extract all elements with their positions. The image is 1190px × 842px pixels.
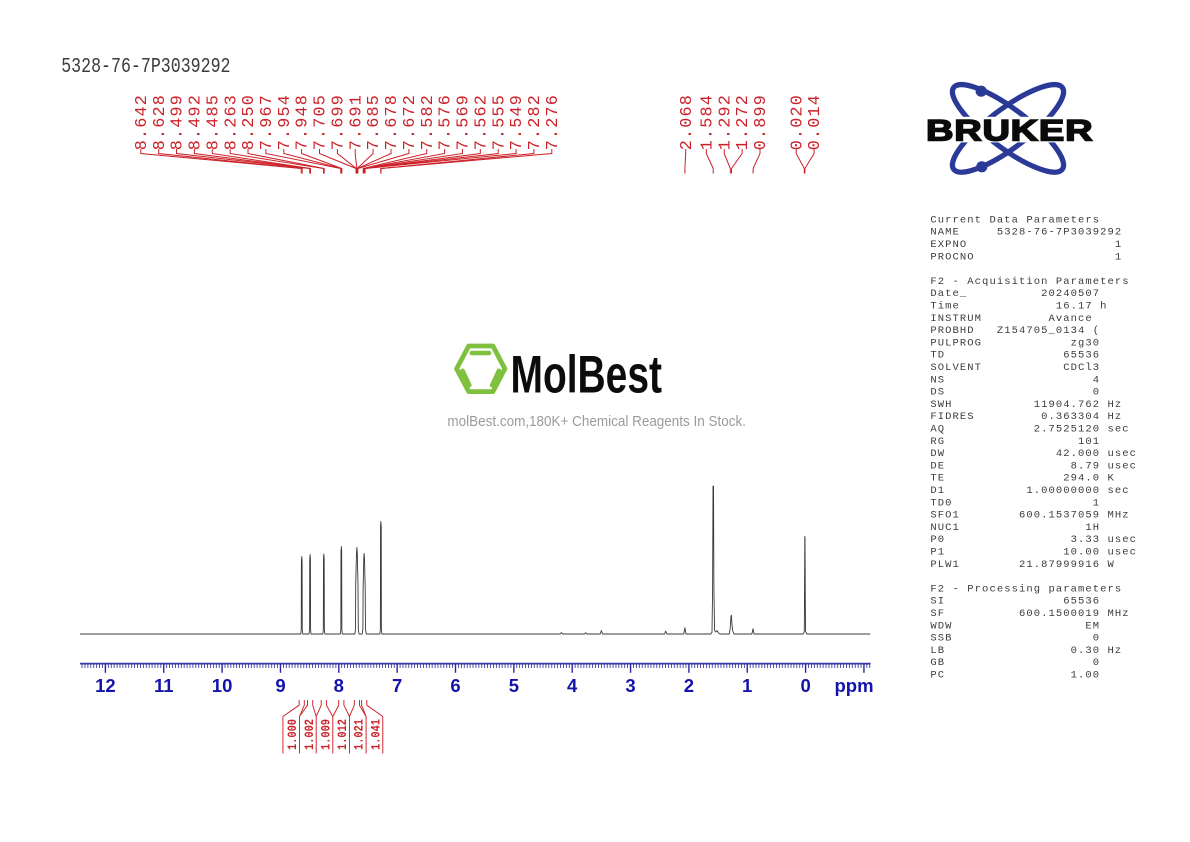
svg-text:1.012: 1.012: [335, 719, 350, 750]
svg-text:5328-76-7P3039292: 5328-76-7P3039292: [61, 54, 230, 78]
svg-text:7.582: 7.582: [419, 95, 438, 150]
svg-text:3: 3: [625, 675, 635, 696]
svg-text:1.002: 1.002: [302, 719, 317, 750]
svg-text:7.672: 7.672: [401, 95, 420, 150]
svg-text:7.948: 7.948: [294, 95, 313, 150]
svg-text:8.492: 8.492: [187, 95, 206, 150]
svg-text:ppm: ppm: [834, 675, 873, 696]
svg-text:DS 0: DS 0: [930, 387, 1100, 399]
svg-text:8.499: 8.499: [169, 95, 188, 150]
svg-text:SWH 11904.762 Hz: SWH 11904.762 Hz: [930, 399, 1122, 411]
svg-text:0.020: 0.020: [788, 95, 807, 150]
svg-text:5: 5: [509, 675, 519, 696]
svg-text:PLW1 21.87999916 W: PLW1 21.87999916 W: [930, 559, 1115, 571]
svg-text:NAME 5328-76-7P3039292: NAME 5328-76-7P3039292: [930, 227, 1122, 239]
svg-text:F2 - Acquisition Parameters: F2 - Acquisition Parameters: [930, 276, 1129, 288]
svg-text:SOLVENT CDCl3: SOLVENT CDCl3: [930, 362, 1100, 374]
svg-text:Time 16.17 h: Time 16.17 h: [930, 301, 1107, 313]
svg-text:NUC1 1H: NUC1 1H: [930, 522, 1100, 534]
svg-text:1.000: 1.000: [285, 719, 300, 750]
svg-text:7.576: 7.576: [437, 95, 456, 150]
svg-text:7.276: 7.276: [544, 95, 563, 150]
svg-text:Date_ 20240507: Date_ 20240507: [930, 288, 1100, 300]
svg-text:P1 10.00 usec: P1 10.00 usec: [930, 547, 1137, 559]
svg-text:7.685: 7.685: [365, 95, 384, 150]
svg-text:0.014: 0.014: [806, 95, 825, 150]
svg-text:11: 11: [154, 675, 174, 696]
svg-text:7.569: 7.569: [455, 95, 474, 150]
svg-text:SF 600.1500019 MHz: SF 600.1500019 MHz: [930, 608, 1129, 620]
svg-text:PULPROG zg30: PULPROG zg30: [930, 337, 1100, 349]
svg-text:7.549: 7.549: [508, 95, 527, 150]
svg-text:1: 1: [742, 675, 752, 696]
svg-text:Current Data Parameters: Current Data Parameters: [930, 214, 1100, 226]
svg-text:0.899: 0.899: [752, 95, 771, 150]
svg-text:BRUKER: BRUKER: [926, 115, 1093, 148]
svg-text:8.485: 8.485: [204, 95, 223, 150]
svg-text:7.691: 7.691: [347, 95, 366, 150]
svg-text:TD0 1: TD0 1: [930, 497, 1100, 509]
svg-text:7.705: 7.705: [312, 95, 331, 150]
svg-text:DW 42.000 usec: DW 42.000 usec: [930, 448, 1137, 460]
svg-text:7.562: 7.562: [472, 95, 491, 150]
svg-text:7.954: 7.954: [276, 95, 295, 150]
svg-text:7.555: 7.555: [490, 95, 509, 150]
svg-text:SI 65536: SI 65536: [930, 596, 1100, 608]
svg-text:8: 8: [334, 675, 344, 696]
svg-text:1.041: 1.041: [368, 719, 383, 750]
svg-text:7: 7: [392, 675, 402, 696]
svg-text:F2 - Processing parameters: F2 - Processing parameters: [930, 583, 1122, 595]
svg-text:0: 0: [800, 675, 810, 696]
svg-text:LB 0.30 Hz: LB 0.30 Hz: [930, 645, 1122, 657]
svg-text:7.282: 7.282: [526, 95, 545, 150]
svg-text:9: 9: [275, 675, 285, 696]
svg-text:NS 4: NS 4: [930, 374, 1100, 386]
svg-text:PROCNO 1: PROCNO 1: [930, 251, 1122, 263]
svg-text:molBest.com,180K+ Chemical Rea: molBest.com,180K+ Chemical Reagents In S…: [447, 413, 746, 430]
svg-text:2.068: 2.068: [678, 95, 697, 150]
svg-text:DE 8.79 usec: DE 8.79 usec: [930, 460, 1137, 472]
svg-text:P0 3.33 usec: P0 3.33 usec: [930, 534, 1137, 546]
svg-text:8.642: 8.642: [133, 95, 152, 150]
svg-text:2: 2: [684, 675, 694, 696]
svg-text:D1 1.00000000 sec: D1 1.00000000 sec: [930, 485, 1129, 497]
svg-text:INSTRUM Avance: INSTRUM Avance: [930, 313, 1092, 325]
svg-text:EXPNO 1: EXPNO 1: [930, 239, 1122, 251]
svg-text:7.699: 7.699: [330, 95, 349, 150]
svg-text:7.967: 7.967: [258, 95, 277, 150]
svg-text:6: 6: [450, 675, 460, 696]
svg-text:1.021: 1.021: [352, 719, 367, 750]
svg-text:AQ 2.7525120 sec: AQ 2.7525120 sec: [930, 424, 1129, 436]
svg-text:PROBHD Z154705_0134 (: PROBHD Z154705_0134 (: [930, 325, 1100, 337]
svg-text:FIDRES 0.363304 Hz: FIDRES 0.363304 Hz: [930, 411, 1122, 423]
svg-text:TD 65536: TD 65536: [930, 350, 1100, 362]
svg-text:RG 101: RG 101: [930, 436, 1100, 448]
svg-text:8.250: 8.250: [240, 95, 259, 150]
svg-text:7.678: 7.678: [383, 95, 402, 150]
svg-text:1.292: 1.292: [716, 95, 735, 150]
svg-text:10: 10: [212, 675, 233, 696]
svg-text:1.584: 1.584: [698, 95, 717, 150]
svg-text:8.628: 8.628: [151, 95, 170, 150]
svg-text:4: 4: [567, 675, 578, 696]
svg-text:WDW EM: WDW EM: [930, 620, 1100, 632]
svg-text:TE 294.0 K: TE 294.0 K: [930, 473, 1115, 485]
svg-text:8.263: 8.263: [222, 95, 241, 150]
svg-text:MolBest: MolBest: [511, 345, 662, 404]
svg-text:SSB 0: SSB 0: [930, 633, 1100, 645]
svg-text:1.272: 1.272: [734, 95, 753, 150]
svg-text:SFO1 600.1537059 MHz: SFO1 600.1537059 MHz: [930, 510, 1129, 522]
svg-text:PC 1.00: PC 1.00: [930, 670, 1100, 682]
svg-text:12: 12: [95, 675, 116, 696]
svg-text:GB 0: GB 0: [930, 657, 1100, 669]
svg-text:1.009: 1.009: [318, 719, 333, 750]
